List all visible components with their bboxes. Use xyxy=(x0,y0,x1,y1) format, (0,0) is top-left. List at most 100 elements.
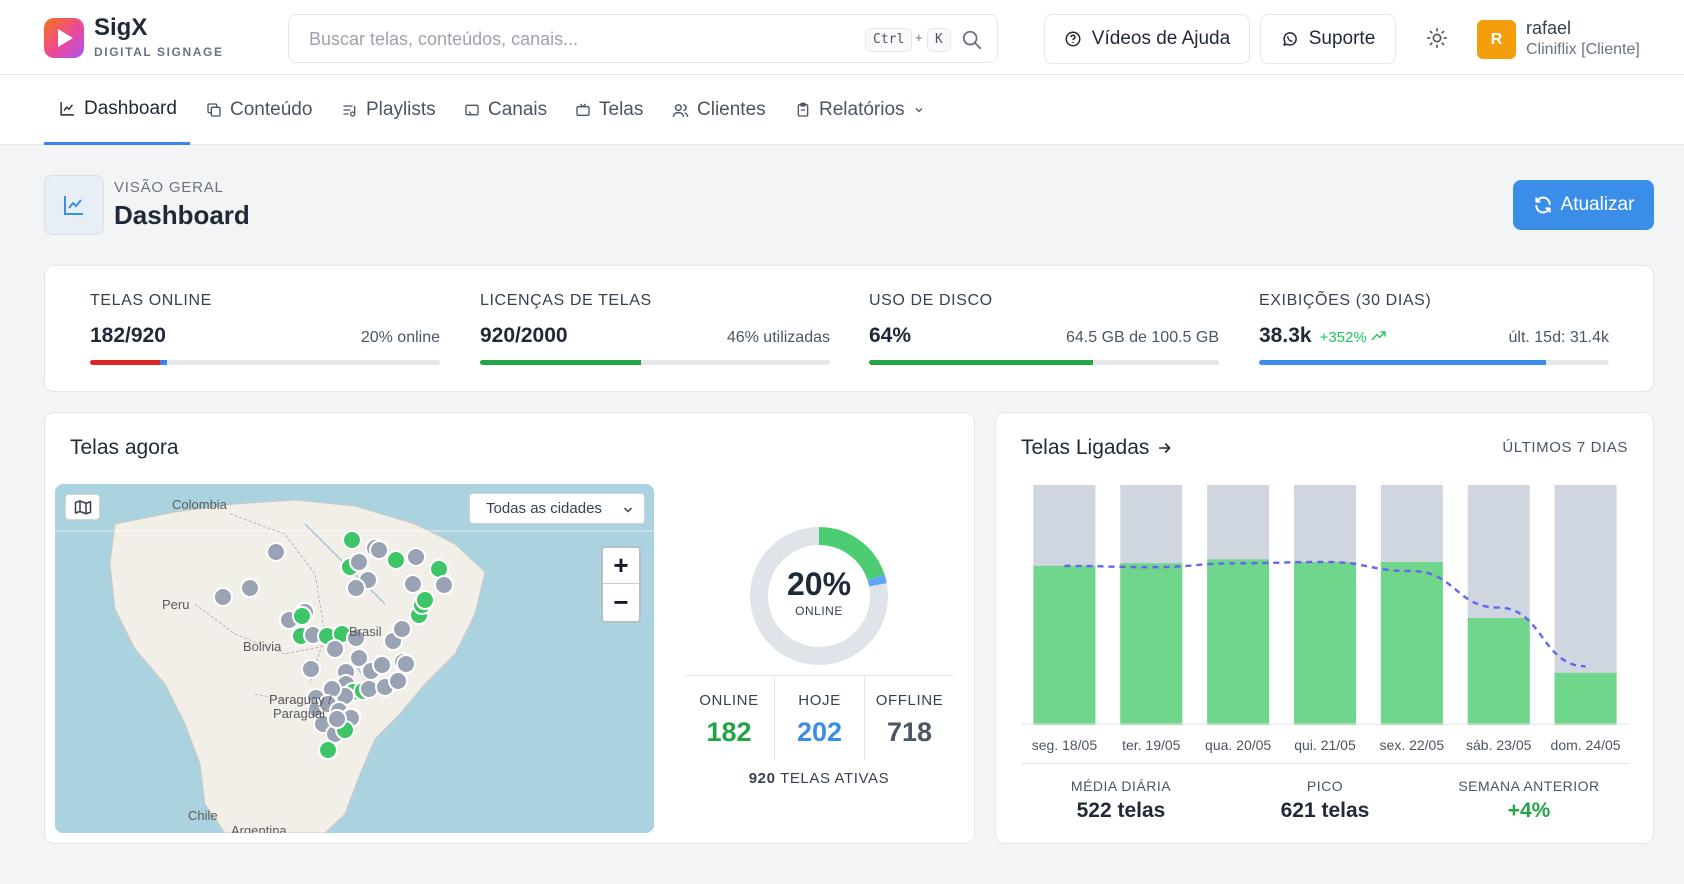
user-name[interactable]: rafael xyxy=(1526,18,1572,38)
support-button[interactable]: Suporte xyxy=(1260,14,1396,64)
screens-map[interactable]: Colombia Peru Bolivia Brasil Paraguay / … xyxy=(55,484,654,833)
count-value: 718 xyxy=(886,717,933,747)
bar-online[interactable] xyxy=(1554,672,1617,725)
nav-reports[interactable]: Relatórios xyxy=(795,75,925,145)
progress-fill xyxy=(1259,360,1546,365)
arrow-right-icon xyxy=(1159,443,1171,453)
bar-online[interactable] xyxy=(1120,563,1183,725)
summary-daily-average: MÉDIA DIÁRIA 522 telas xyxy=(1021,778,1221,823)
donut-label: ONLINE xyxy=(795,604,843,618)
main-nav: Dashboard Conteúdo Playlists Canais Tela… xyxy=(0,75,1684,145)
online-donut xyxy=(750,527,888,665)
count-value: 202 xyxy=(796,717,843,747)
land-south-america xyxy=(109,499,486,833)
zoom-out-button[interactable]: − xyxy=(613,586,629,617)
map-marker[interactable] xyxy=(301,659,321,679)
map-markers[interactable] xyxy=(213,530,454,760)
stat-label: USO DE DISCO xyxy=(869,292,993,309)
stat-label: LICENÇAS DE TELAS xyxy=(480,292,652,309)
bar-online[interactable] xyxy=(1033,565,1096,725)
stat-value: 920/2000 xyxy=(480,324,568,347)
x-tick-label: dom. 24/05 xyxy=(1550,737,1621,753)
map-icon xyxy=(74,500,91,515)
map-marker[interactable] xyxy=(292,606,312,626)
shortcut-plus: + xyxy=(915,30,923,45)
stat-screens-online: TELAS ONLINE 182/920 20% online xyxy=(90,292,440,365)
search-box[interactable]: Ctrl + K xyxy=(288,14,998,63)
summary-label: SEMANA ANTERIOR xyxy=(1458,778,1600,794)
map-label-brazil: Brasil xyxy=(349,624,382,639)
map-marker[interactable] xyxy=(342,530,362,550)
refresh-icon xyxy=(1534,196,1551,214)
summary-value: 621 telas xyxy=(1280,799,1370,822)
nav-channels[interactable]: Canais xyxy=(464,75,547,145)
nav-content-label: Conteúdo xyxy=(230,99,313,120)
x-tick-label: seg. 18/05 xyxy=(1031,737,1098,753)
stat-value: 182/920 xyxy=(90,324,166,347)
chart-line-icon xyxy=(60,102,74,116)
map-marker[interactable] xyxy=(372,655,392,675)
city-select[interactable]: Todas as cidades xyxy=(469,493,645,524)
refresh-button[interactable]: Atualizar xyxy=(1513,180,1654,230)
x-tick-label: qua. 20/05 xyxy=(1205,737,1272,753)
stat-trend-value: +352% xyxy=(1319,329,1367,346)
avatar[interactable]: R xyxy=(1477,20,1516,59)
search-icon[interactable] xyxy=(961,29,983,51)
map-marker[interactable] xyxy=(346,578,366,598)
screens-now-title: Telas agora xyxy=(70,436,179,459)
bar-online[interactable] xyxy=(1467,618,1530,725)
map-marker[interactable] xyxy=(346,628,366,648)
map-marker[interactable] xyxy=(349,648,369,668)
map-marker[interactable] xyxy=(369,540,389,560)
map-label-paraguay: Paraguay / xyxy=(269,692,332,707)
map-marker[interactable] xyxy=(349,552,369,572)
stat-disk-usage: USO DE DISCO 64% 64.5 GB de 100.5 GB xyxy=(869,292,1219,365)
nav-dashboard[interactable]: Dashboard xyxy=(44,75,190,145)
map-marker[interactable] xyxy=(318,740,338,760)
page-eyebrow: VISÃO GERAL xyxy=(114,179,224,196)
map-marker[interactable] xyxy=(406,547,426,567)
stat-label: EXIBIÇÕES (30 DIAS) xyxy=(1259,292,1432,309)
x-tick-label: ter. 19/05 xyxy=(1122,737,1181,753)
donut-percent: 20% xyxy=(786,566,852,602)
map-marker[interactable] xyxy=(240,578,260,598)
sun-icon[interactable] xyxy=(1426,27,1448,49)
bar-online[interactable] xyxy=(1294,561,1356,725)
brand-logo-icon[interactable] xyxy=(44,18,84,58)
map-marker[interactable] xyxy=(392,619,412,639)
map-marker[interactable] xyxy=(213,587,233,607)
nav-clients[interactable]: Clientes xyxy=(672,75,766,145)
map-label-chile: Chile xyxy=(188,808,218,823)
summary-peak: PICO 621 telas xyxy=(1225,778,1425,823)
zoom-in-button[interactable]: + xyxy=(603,548,639,584)
map-marker[interactable] xyxy=(325,639,345,659)
screens-on-title[interactable]: Telas Ligadas xyxy=(1021,436,1173,460)
count-label: HOJE xyxy=(798,692,841,709)
map-layers-button[interactable] xyxy=(65,494,100,520)
x-tick-label: sex. 22/05 xyxy=(1379,737,1445,753)
map-marker[interactable] xyxy=(415,590,435,610)
summary-label: PICO xyxy=(1306,778,1344,794)
map-marker[interactable] xyxy=(396,654,416,674)
bar-online[interactable] xyxy=(1380,561,1443,725)
copy-icon xyxy=(207,103,221,117)
nav-playlists-label: Playlists xyxy=(366,99,436,120)
nav-reports-label: Relatórios xyxy=(819,99,905,120)
nav-content[interactable]: Conteúdo xyxy=(206,75,312,145)
help-videos-button[interactable]: Vídeos de Ajuda xyxy=(1044,14,1250,64)
count-value: 182 xyxy=(706,717,752,747)
map-canvas[interactable] xyxy=(55,484,654,833)
map-marker[interactable] xyxy=(434,575,454,595)
map-marker[interactable] xyxy=(388,671,408,691)
map-marker[interactable] xyxy=(327,709,347,729)
nav-playlists[interactable]: Playlists xyxy=(342,75,436,145)
map-marker[interactable] xyxy=(266,542,286,562)
map-marker[interactable] xyxy=(403,574,423,594)
nav-clients-label: Clientes xyxy=(697,99,766,120)
search-input[interactable] xyxy=(309,27,829,51)
map-marker[interactable] xyxy=(386,550,406,570)
nav-screens[interactable]: Telas xyxy=(575,75,643,145)
stats-card xyxy=(44,265,1654,392)
progress-bar xyxy=(480,360,830,365)
bar-online[interactable] xyxy=(1207,559,1270,725)
